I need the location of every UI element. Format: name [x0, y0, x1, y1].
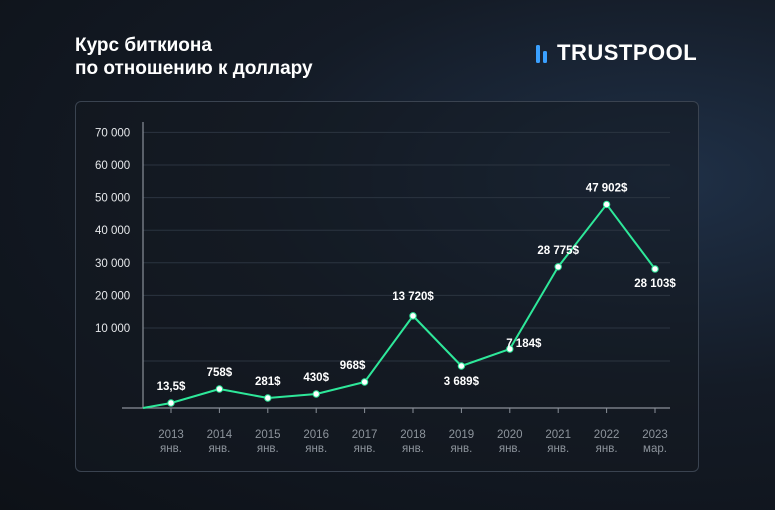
data-label: 758$ [207, 367, 233, 379]
y-tick-label: 50 000 [95, 193, 130, 205]
x-tick-month: янв. [257, 443, 279, 455]
y-tick-label: 10 000 [95, 323, 130, 335]
x-tick-year: 2017 [352, 429, 378, 441]
trustpool-logo: TRUSTPOOL [535, 40, 697, 66]
data-point [457, 362, 466, 370]
data-point [409, 312, 417, 320]
data-point [312, 390, 320, 398]
data-label: 28 775$ [537, 245, 579, 257]
x-tick-month: янв. [208, 443, 230, 455]
x-tick-month: янв. [499, 443, 521, 455]
trustpool-logo-icon [536, 45, 547, 63]
x-tick-month: янв. [305, 443, 327, 455]
data-label: 7 184$ [506, 338, 542, 350]
x-tick-month: янв. [160, 443, 182, 455]
x-tick-month: янв. [596, 443, 618, 455]
y-tick-label: 60 000 [95, 160, 130, 172]
x-tick-year: 2013 [158, 429, 184, 441]
data-label: 13,5$ [157, 381, 186, 393]
data-point [554, 263, 562, 271]
data-point [215, 385, 224, 393]
x-tick-year: 2021 [545, 429, 571, 441]
x-tick-month: янв. [547, 443, 569, 455]
x-tick-month: янв. [450, 443, 472, 455]
brand-name: TRUSTPOOL [557, 40, 698, 65]
y-tick-label: 70 000 [95, 127, 130, 139]
data-point [360, 378, 369, 386]
data-point [167, 399, 175, 407]
x-tick-month: янв. [354, 443, 376, 455]
data-point [602, 200, 611, 209]
series-line [142, 203, 656, 409]
chart-title: Курс биткиона по отношению к доллару [75, 34, 313, 80]
y-tick-label: 30 000 [95, 258, 130, 270]
data-label: 3 689$ [444, 376, 480, 388]
data-label: 430$ [303, 372, 329, 384]
x-tick-year: 2015 [255, 429, 281, 441]
x-tick-year: 2016 [303, 429, 329, 441]
chart-title-line-2: по отношению к доллару [75, 58, 313, 79]
x-tick-year: 2019 [449, 429, 475, 441]
x-tick-year: 2023 [642, 429, 668, 441]
data-point [506, 345, 514, 353]
data-point [651, 265, 659, 273]
data-label: 281$ [255, 376, 281, 388]
x-tick-year: 2022 [594, 429, 620, 441]
x-tick-month: мар. [643, 443, 667, 455]
x-tick-year: 2018 [400, 429, 426, 441]
x-tick-year: 2014 [207, 429, 233, 441]
chart-panel [75, 101, 699, 472]
x-tick-month: янв. [402, 443, 424, 455]
y-tick-label: 40 000 [95, 225, 130, 237]
chart-title-line-1: Курс биткиона [75, 35, 212, 56]
y-tick-label: 20 000 [95, 290, 130, 302]
data-label: 47 902$ [586, 182, 628, 194]
data-point [264, 394, 272, 402]
data-label: 968$ [340, 360, 366, 372]
x-tick-year: 2020 [497, 429, 523, 441]
data-label: 13 720$ [392, 291, 434, 303]
data-label: 28 103$ [634, 278, 676, 290]
